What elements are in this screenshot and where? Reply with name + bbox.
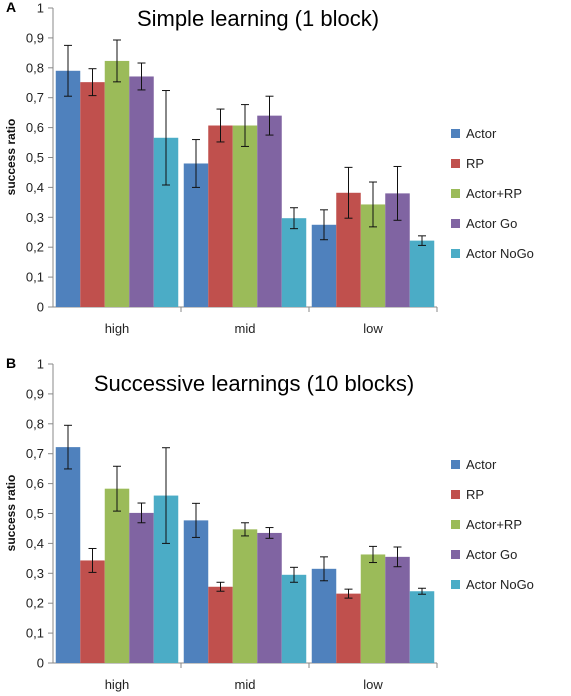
- legend-swatch: [451, 550, 460, 559]
- x-tick-label: mid: [235, 321, 256, 336]
- bar-actor-rp-high: [104, 60, 130, 307]
- y-tick-label: 0,2: [26, 240, 44, 255]
- bar-actor-rp-high: [104, 488, 130, 663]
- bar-actor-low: [311, 568, 337, 663]
- bar-actor-nogo-low: [409, 240, 435, 307]
- y-tick-label: 0: [37, 656, 44, 671]
- y-tick-label: 0,4: [26, 536, 44, 551]
- y-tick-label: 0,9: [26, 386, 44, 401]
- y-tick-label: 1: [37, 357, 44, 372]
- y-tick-label: 0: [37, 300, 44, 315]
- legend-swatch: [451, 129, 460, 138]
- y-tick-label: 0,2: [26, 596, 44, 611]
- bar-actor-go-high: [129, 512, 154, 663]
- y-tick-label: 1: [37, 1, 44, 16]
- legend-swatch: [451, 460, 460, 469]
- y-tick-label: 0,1: [26, 626, 44, 641]
- bar-actor-nogo-mid: [281, 218, 307, 307]
- y-axis-label: success ratio: [4, 119, 18, 196]
- legend-swatch: [451, 249, 460, 258]
- bar-rp-low: [336, 593, 361, 663]
- legend-entry: Actor NoGo: [466, 577, 534, 592]
- bar-actor-high: [55, 447, 81, 663]
- legend-entry: RP: [466, 487, 484, 502]
- bar-actor-high: [55, 70, 81, 307]
- y-axis-label: success ratio: [4, 475, 18, 552]
- bar-rp-mid: [208, 586, 233, 663]
- panel-label: B: [6, 355, 16, 371]
- y-tick-label: 0,8: [26, 416, 44, 431]
- legend-entry: Actor: [466, 126, 497, 141]
- panel-b-chart: B 0 0,1 0,2 0,3 0,4 0,5 0,6 0,7 0,8 0,9 1 success ra…: [4, 355, 534, 692]
- bar-actor-rp-mid: [232, 125, 258, 307]
- y-tick-label: 0,8: [26, 60, 44, 75]
- x-tick-label: mid: [235, 677, 256, 692]
- bar-rp-mid: [208, 125, 233, 307]
- legend-swatch: [451, 580, 460, 589]
- legend-swatch: [451, 189, 460, 198]
- bar-actor-rp-low: [360, 554, 386, 663]
- legend-entry: Actor+RP: [466, 517, 522, 532]
- chart-title: Simple learning (1 block): [137, 6, 379, 31]
- y-tick-label: 0,3: [26, 566, 44, 581]
- bar-actor-go-mid: [257, 115, 282, 307]
- bar-actor-go-mid: [257, 532, 282, 663]
- bar-actor-go-low: [385, 556, 410, 663]
- bar-rp-high: [80, 82, 105, 307]
- panel-label: A: [6, 0, 16, 15]
- bar-actor-rp-mid: [232, 529, 258, 663]
- legend-entry: RP: [466, 156, 484, 171]
- chart-title: Successive learnings (10 blocks): [94, 371, 414, 396]
- y-tick-label: 0,9: [26, 30, 44, 45]
- x-tick-label: high: [105, 321, 130, 336]
- legend-swatch: [451, 159, 460, 168]
- legend-entry: Actor NoGo: [466, 246, 534, 261]
- legend-entry: Actor Go: [466, 216, 517, 231]
- legend-entry: Actor Go: [466, 547, 517, 562]
- y-tick-label: 0,1: [26, 270, 44, 285]
- panel-a-chart: A 0 0,1 0,2 0,3 0,4 0,5 0,6 0,7 0,8 0,9 1 success ra…: [4, 0, 534, 336]
- y-tick-label: 0,4: [26, 180, 44, 195]
- x-tick-label: low: [363, 677, 383, 692]
- legend-swatch: [451, 520, 460, 529]
- legend-entry: Actor: [466, 457, 497, 472]
- legend-swatch: [451, 219, 460, 228]
- y-tick-label: 0,5: [26, 506, 44, 521]
- bar-actor-mid: [183, 520, 209, 663]
- y-tick-label: 0,3: [26, 210, 44, 225]
- bar-actor-go-high: [129, 76, 154, 307]
- y-tick-label: 0,7: [26, 446, 44, 461]
- x-tick-label: high: [105, 677, 130, 692]
- y-tick-label: 0,5: [26, 150, 44, 165]
- legend-swatch: [451, 490, 460, 499]
- legend-entry: Actor+RP: [466, 186, 522, 201]
- y-tick-label: 0,7: [26, 90, 44, 105]
- bar-actor-nogo-low: [409, 591, 435, 663]
- bar-rp-high: [80, 560, 105, 663]
- x-tick-label: low: [363, 321, 383, 336]
- y-tick-label: 0,6: [26, 120, 44, 135]
- bar-actor-nogo-mid: [281, 574, 307, 663]
- y-tick-label: 0,6: [26, 476, 44, 491]
